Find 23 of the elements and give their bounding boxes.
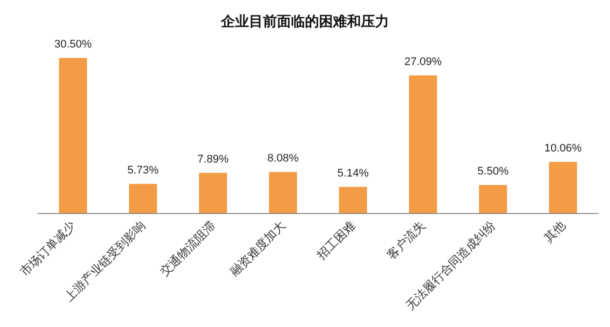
bar bbox=[549, 162, 577, 213]
bar bbox=[129, 184, 157, 213]
data-label: 5.50% bbox=[477, 166, 509, 178]
data-label: 30.50% bbox=[54, 38, 92, 50]
data-label: 8.08% bbox=[267, 152, 299, 164]
data-label: 5.14% bbox=[337, 167, 369, 180]
x-tick-label: 交通物流阻滞 bbox=[157, 218, 218, 279]
x-tick-label: 市场订单减少 bbox=[17, 218, 78, 279]
chart-title: 企业目前面临的困难和压力 bbox=[220, 14, 389, 30]
bar bbox=[409, 75, 437, 213]
x-tick-label: 融资难度加大 bbox=[227, 218, 288, 279]
x-tick-label: 客户流失 bbox=[384, 218, 428, 262]
bar bbox=[199, 172, 227, 213]
x-tick-label: 招工困难 bbox=[313, 218, 358, 263]
bar bbox=[59, 58, 87, 213]
data-label: 5.73% bbox=[127, 164, 159, 176]
x-tick-label: 其他 bbox=[541, 218, 568, 245]
bar bbox=[479, 185, 507, 213]
data-label: 10.06% bbox=[544, 142, 582, 154]
data-label: 27.09% bbox=[404, 56, 442, 68]
bar bbox=[269, 172, 297, 213]
bar bbox=[339, 186, 367, 213]
data-label: 7.89% bbox=[197, 153, 229, 166]
